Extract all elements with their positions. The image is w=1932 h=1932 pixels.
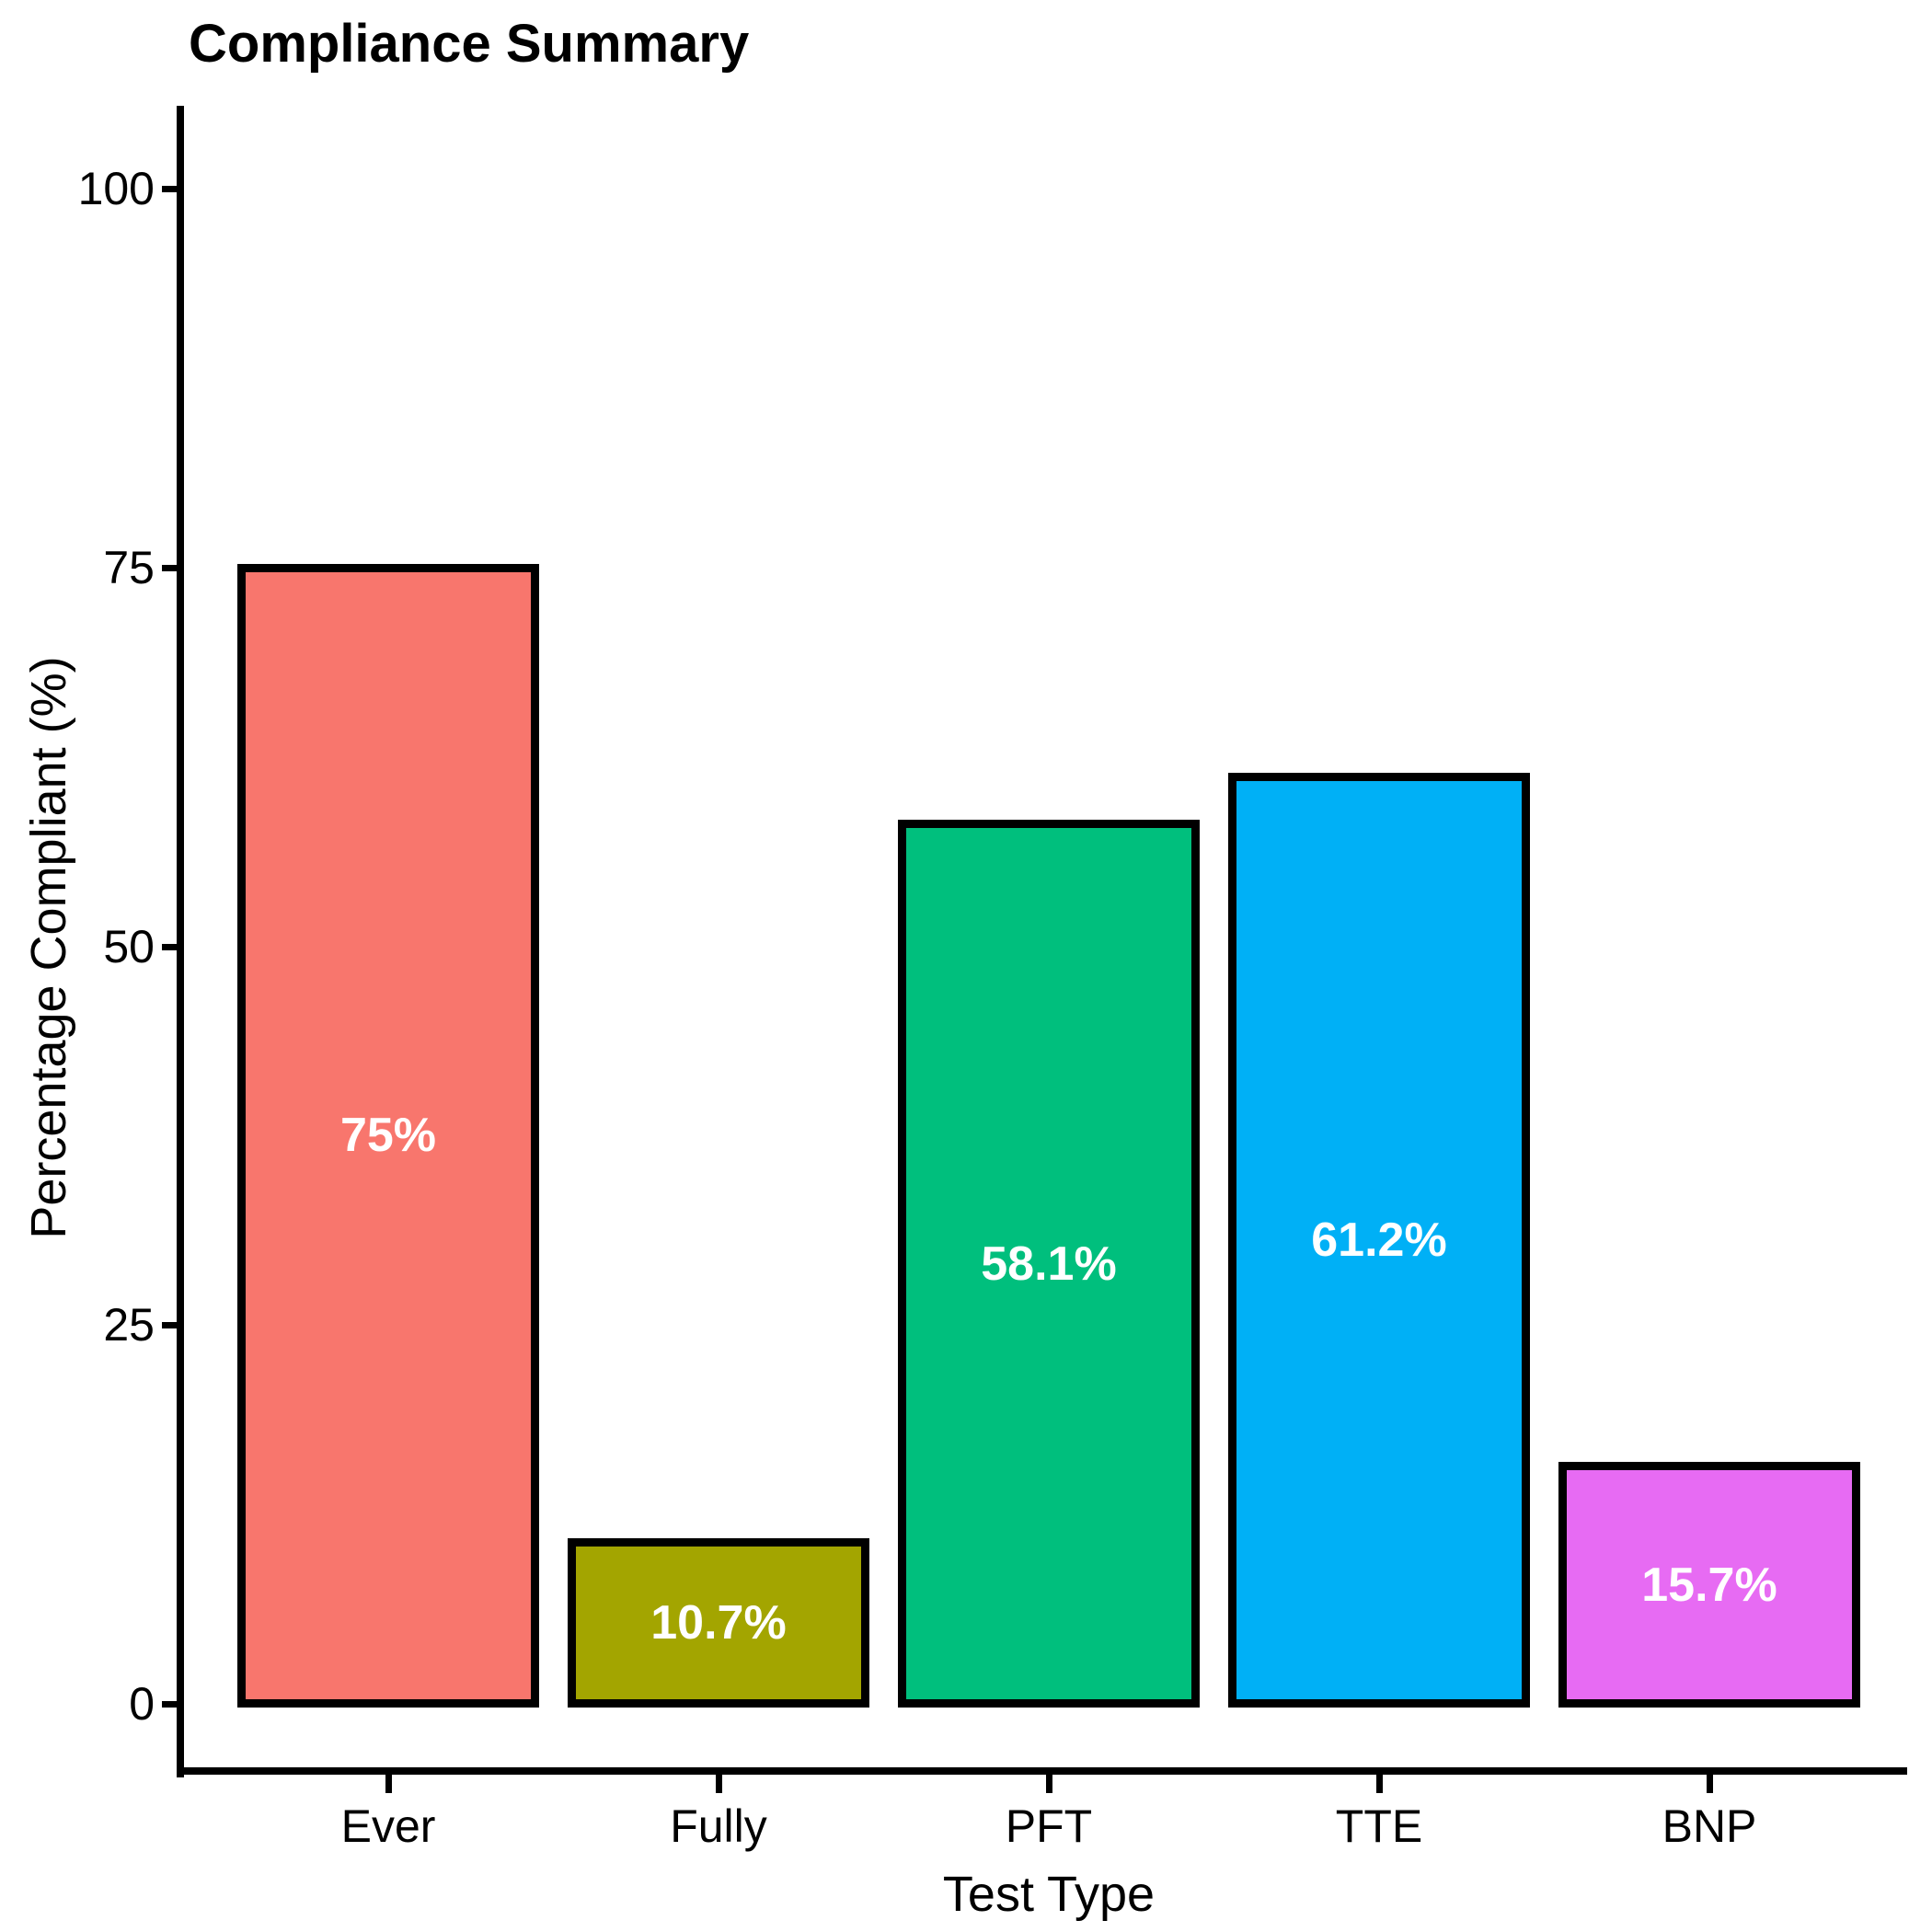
x-tick-label-pft: PFT [1005,1800,1093,1852]
x-tick-mark [385,1775,392,1793]
y-tick-mark [162,1322,180,1329]
y-tick-mark [162,1701,180,1708]
x-tick-mark [1376,1775,1383,1793]
chart-title: Compliance Summary [189,14,750,74]
bar-ever: 75% [237,563,539,1708]
y-tick-label: 0 [129,1678,155,1730]
y-tick-label: 50 [103,920,155,972]
x-tick-mark [716,1775,722,1793]
bar-value-label: 10.7% [650,1595,787,1650]
bar-value-label: 58.1% [981,1236,1117,1291]
x-axis-line [177,1767,1907,1775]
x-tick-label-ever: Ever [340,1800,436,1852]
bar-value-label: 15.7% [1641,1558,1777,1612]
x-tick-label-fully: Fully [670,1800,767,1852]
y-tick-mark [162,564,180,571]
x-tick-label-tte: TTE [1335,1800,1423,1852]
x-tick-mark [1707,1775,1713,1793]
x-axis-title: Test Type [942,1867,1156,1922]
y-tick-label: 25 [103,1299,155,1351]
bar-value-label: 75% [339,1109,437,1163]
y-tick-mark [162,186,180,192]
bar-value-label: 61.2% [1311,1213,1447,1267]
y-axis-title: Percentage Compliant (%) [21,656,76,1239]
bar-tte: 61.2% [1228,773,1530,1708]
x-tick-label-bnp: BNP [1662,1800,1757,1852]
x-tick-mark [1046,1775,1052,1793]
bar-pft: 58.1% [898,820,1200,1708]
y-tick-mark [162,943,180,950]
bar-bnp: 15.7% [1558,1462,1860,1708]
bar-fully: 10.7% [568,1537,869,1708]
y-tick-label: 100 [77,163,155,214]
y-tick-label: 75 [103,541,155,593]
y-axis-line [177,106,184,1777]
